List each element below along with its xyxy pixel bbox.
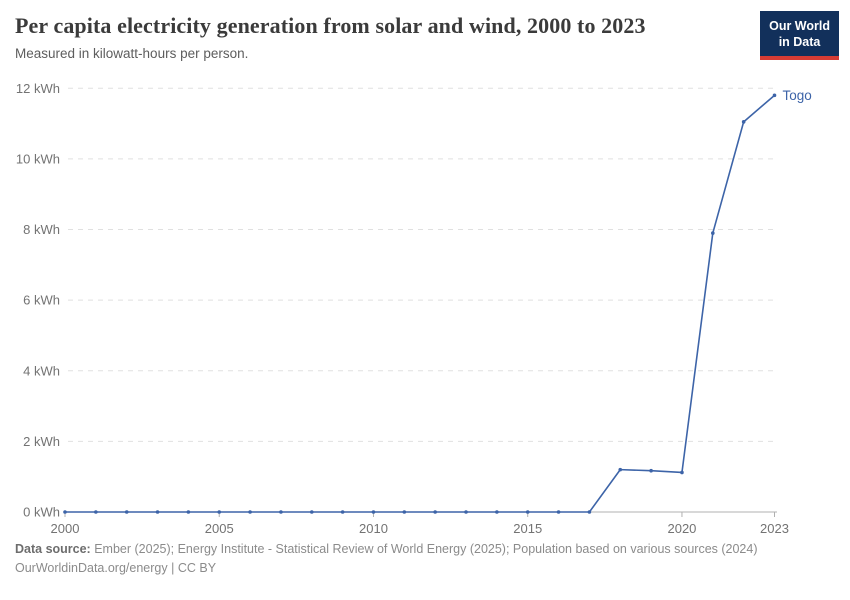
- data-point: [217, 510, 222, 514]
- data-point: [680, 470, 684, 475]
- data-point: [402, 510, 407, 514]
- y-tick-label: 8 kWh: [23, 222, 60, 237]
- data-point: [525, 510, 530, 514]
- data-source-line: Data source: Ember (2025); Energy Instit…: [15, 540, 835, 559]
- y-tick-label: 0 kWh: [23, 505, 60, 520]
- owid-logo: Our World in Data: [760, 11, 839, 60]
- data-point: [94, 510, 98, 514]
- data-source-label: Data source:: [15, 542, 91, 556]
- license-line: OurWorldinData.org/energy | CC BY: [15, 559, 835, 578]
- y-tick-label: 4 kWh: [23, 363, 60, 378]
- data-point: [741, 120, 746, 124]
- x-tick-label: 2005: [205, 521, 234, 536]
- data-point: [711, 231, 715, 235]
- data-point: [248, 510, 252, 514]
- chart-header: Per capita electricity generation from s…: [15, 13, 730, 61]
- data-point: [186, 510, 191, 514]
- data-point: [464, 510, 468, 514]
- data-point: [772, 93, 777, 98]
- x-tick-label: 2000: [51, 521, 80, 536]
- line-series: [65, 94, 776, 513]
- data-point: [309, 510, 314, 514]
- data-point: [649, 468, 653, 473]
- page-title: Per capita electricity generation from s…: [15, 13, 646, 38]
- series-end-label[interactable]: Togo: [783, 88, 812, 103]
- data-point: [495, 510, 499, 514]
- page-subtitle: Measured in kilowatt-hours per person.: [15, 46, 249, 62]
- data-point: [618, 467, 623, 472]
- data-point: [279, 510, 283, 514]
- owid-energy-link[interactable]: OurWorldinData.org/energy: [15, 561, 168, 575]
- data-point: [433, 510, 437, 514]
- x-tick-label: 2023: [760, 521, 789, 536]
- license-label: CC BY: [177, 561, 217, 575]
- data-point: [155, 510, 160, 514]
- data-point: [371, 510, 376, 514]
- y-tick-label: 2 kWh: [23, 434, 60, 449]
- footer-separator: |: [167, 561, 178, 575]
- owid-logo-line1: Our World: [769, 19, 830, 33]
- x-tick-label: 2020: [667, 521, 696, 536]
- y-tick-label: 10 kWh: [16, 151, 60, 166]
- y-tick-label: 6 kWh: [23, 293, 60, 308]
- data-point: [587, 510, 592, 514]
- x-tick-label: 2010: [359, 521, 388, 536]
- data-point: [340, 510, 345, 514]
- x-tick-label: 2015: [513, 521, 542, 536]
- chart-footer: Data source: Ember (2025); Energy Instit…: [15, 540, 835, 578]
- data-source-text: Ember (2025); Energy Institute - Statist…: [90, 542, 758, 556]
- data-point: [124, 510, 129, 514]
- y-tick-label: 12 kWh: [16, 81, 60, 96]
- data-point: [63, 510, 67, 514]
- data-point: [556, 510, 561, 514]
- owid-logo-line2: in Data: [778, 35, 821, 50]
